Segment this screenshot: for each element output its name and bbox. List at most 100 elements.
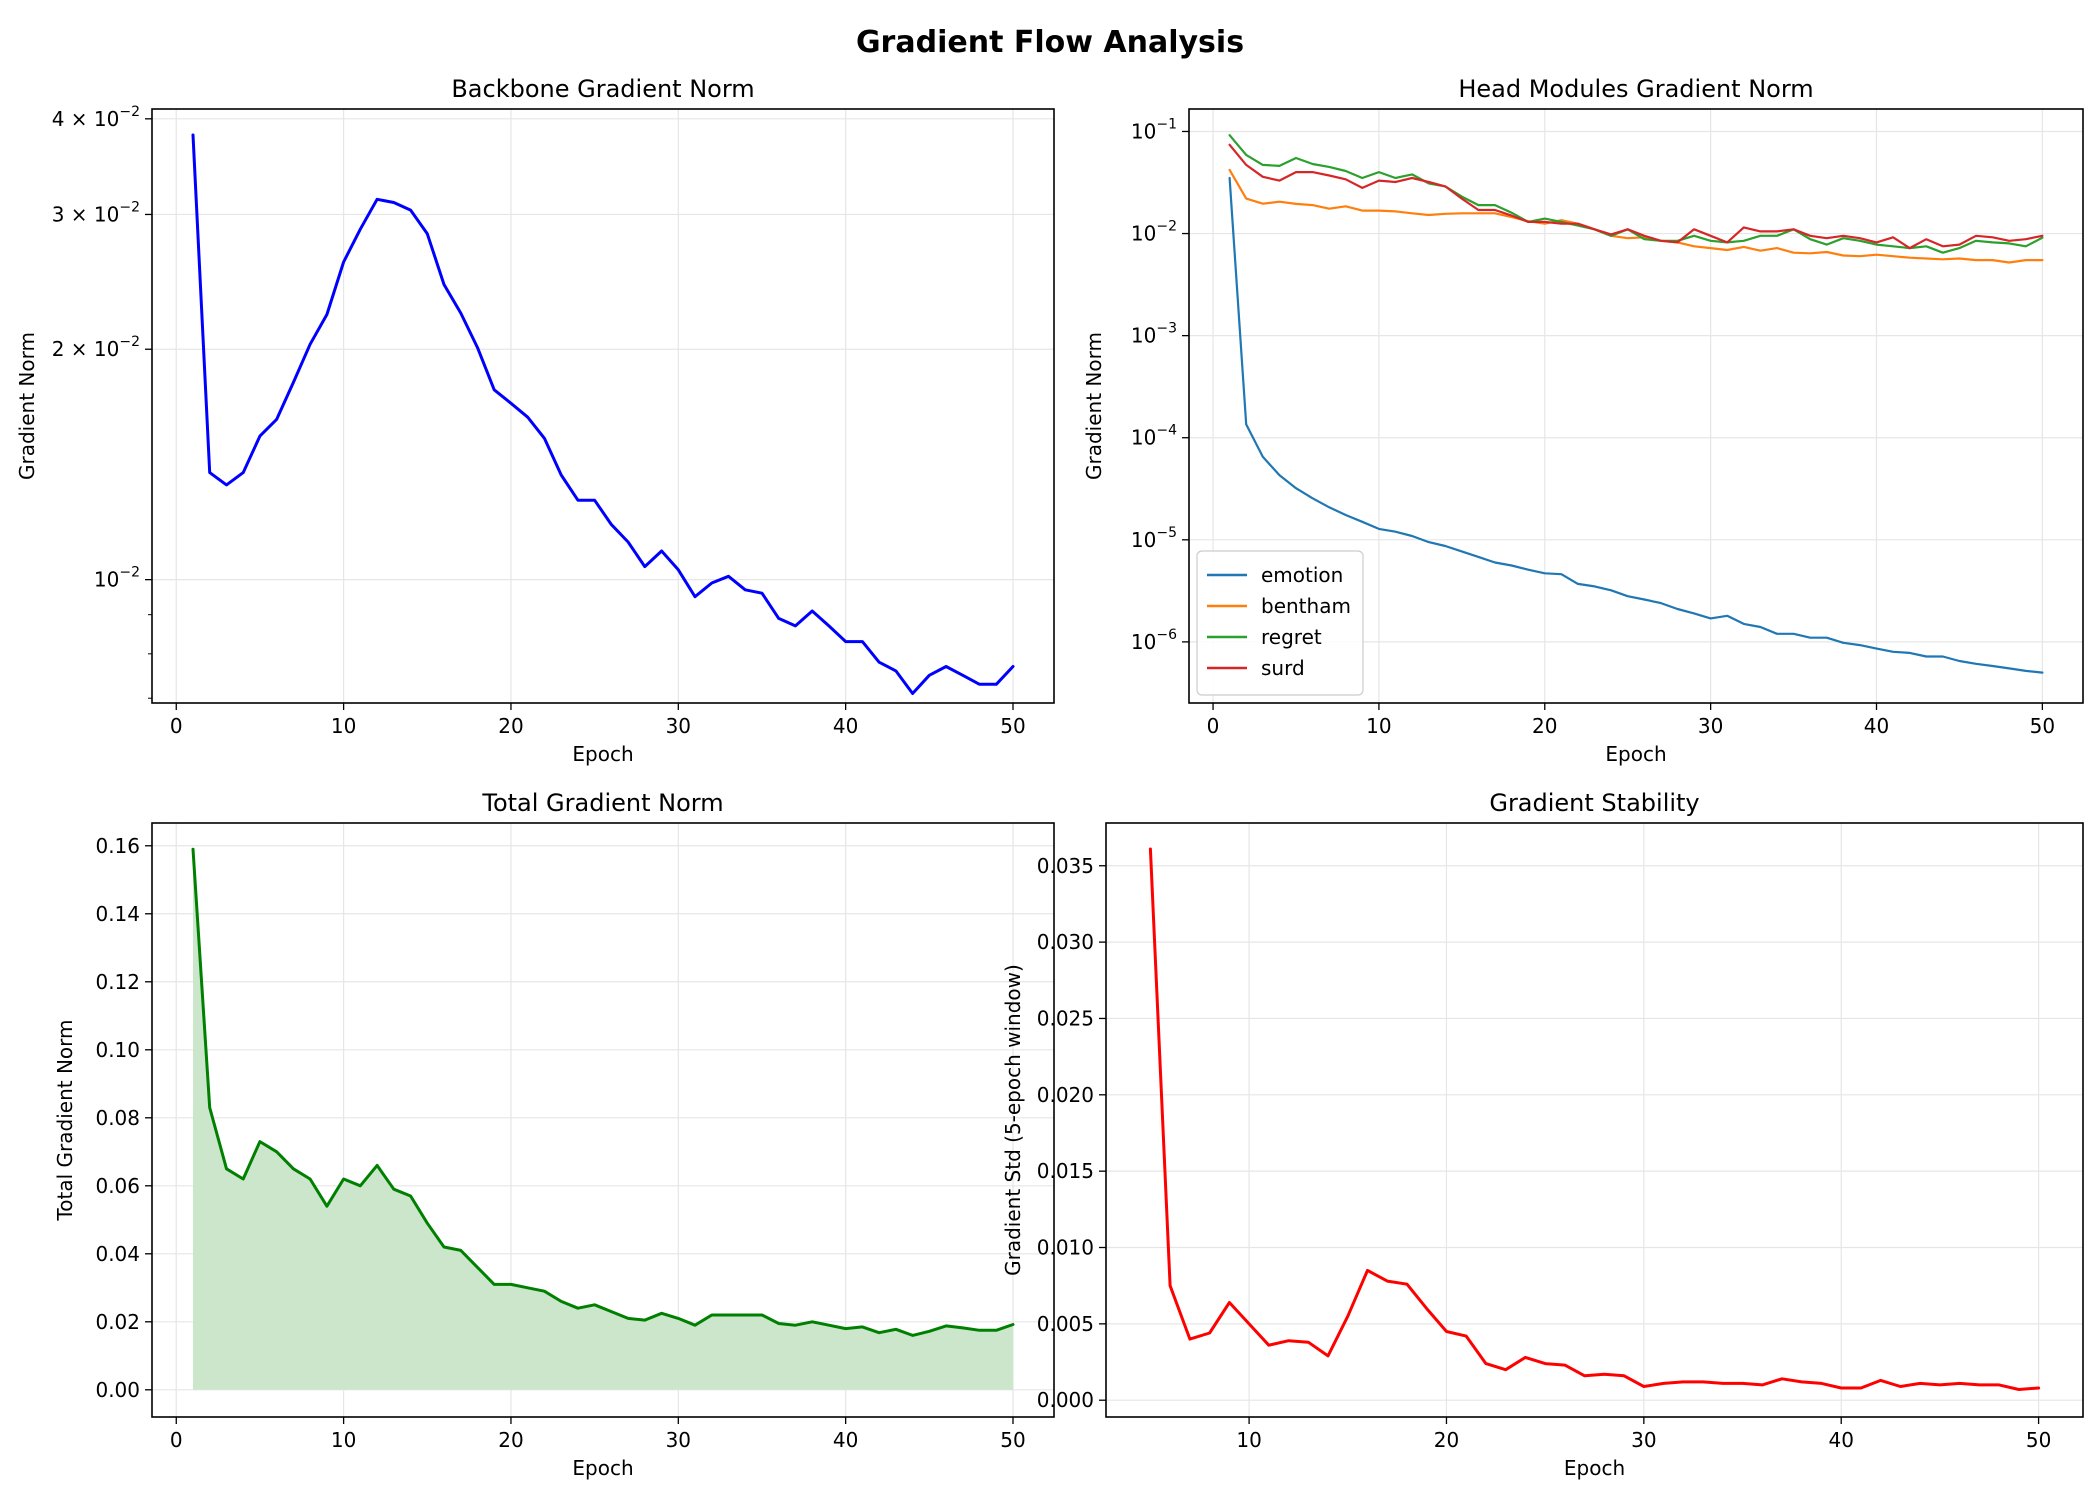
- y-tick-label: 0.02: [95, 1310, 140, 1334]
- series-line: [191, 133, 1015, 695]
- y-axis-label: Gradient Std (5-epoch window): [1001, 964, 1025, 1276]
- y-tick-label: 10−5: [1131, 525, 1177, 552]
- x-tick-label: 0: [1207, 714, 1220, 738]
- y-tick-label: 10−3: [1131, 321, 1177, 348]
- axes-frame: [151, 108, 1055, 704]
- x-axis-label: Epoch: [1605, 742, 1666, 766]
- y-tick-label: 10−4: [1131, 423, 1177, 450]
- y-tick-base: 10: [1131, 324, 1156, 348]
- x-tick-label: 0: [170, 1428, 183, 1452]
- x-tick-label: 30: [666, 1428, 691, 1452]
- y-tick-label: 10−2: [1131, 219, 1177, 246]
- y-tick-label: 10−6: [1131, 627, 1177, 654]
- area-fill: [193, 849, 1013, 1390]
- x-tick-label: 30: [1698, 714, 1723, 738]
- y-tick-label: 0.10: [95, 1038, 140, 1062]
- x-tick-label: 20: [1532, 714, 1557, 738]
- subplot-total: 0 10 20 30 40 50 0.00 0.02 0.04 0.06 0.08 0.10 0.12 0…: [53, 789, 1055, 1480]
- y-axis-label: Gradient Norm: [15, 332, 39, 480]
- y-tick-label: 0.06: [95, 1174, 140, 1198]
- x-axis-label: Epoch: [572, 1456, 633, 1480]
- legend: emotion bentham regret surd: [1196, 550, 1364, 696]
- x-tick-label: 10: [331, 1428, 356, 1452]
- y-tick-label: 0.035: [1037, 854, 1094, 878]
- x-tick-label: 10: [1236, 1428, 1261, 1452]
- y-tick-label: 0.020: [1037, 1083, 1094, 1107]
- subplot-backbone: 0 10 20 30 40 504 × 10−23 × 10−22 × 10−210−2B…: [15, 75, 1055, 766]
- y-tick-exponent: −5: [1156, 525, 1177, 541]
- series-line-regret: [1228, 134, 2044, 254]
- subplot-title: Head Modules Gradient Norm: [1458, 75, 1813, 103]
- x-axis-label: Epoch: [572, 742, 633, 766]
- y-tick-base: 10: [1131, 630, 1156, 654]
- y-tick-label: 0.04: [95, 1242, 140, 1266]
- y-tick-exponent: −2: [1156, 219, 1177, 235]
- y-tick-label: 4 × 10−2: [52, 104, 140, 131]
- x-tick-label: 20: [498, 714, 523, 738]
- series-line-bentham: [1228, 168, 2044, 264]
- y-tick-label: 0.16: [95, 834, 140, 858]
- axes-frame: [1188, 108, 2084, 704]
- y-tick-label: 2 × 10−2: [52, 334, 140, 361]
- x-tick-label: 40: [833, 714, 858, 738]
- y-tick-base: 10: [1131, 528, 1156, 552]
- x-tick-label: 40: [1828, 1428, 1853, 1452]
- axes-frame: [151, 822, 1055, 1418]
- subplot-stability: 10 20 30 40 50 0.000 0.005 0.010 0.015 0.020 0.025…: [1001, 789, 2084, 1480]
- series-line-emotion: [1228, 176, 2044, 674]
- y-tick-base: 2 × 10: [52, 337, 120, 361]
- legend-label-emotion: emotion: [1261, 563, 1343, 587]
- legend-box: [1196, 550, 1364, 696]
- y-tick-label: 0.030: [1037, 930, 1094, 954]
- x-tick-label: 30: [1631, 1428, 1656, 1452]
- y-tick-label: 0.00: [95, 1378, 140, 1402]
- y-tick-base: 10: [1131, 222, 1156, 246]
- y-tick-exponent: −6: [1156, 627, 1177, 643]
- y-tick-label: 0.005: [1037, 1312, 1094, 1336]
- x-tick-label: 50: [1000, 714, 1025, 738]
- y-axis-label: Gradient Norm: [1082, 332, 1106, 480]
- y-tick-label: 0.12: [95, 970, 140, 994]
- y-tick-exponent: −3: [1156, 321, 1177, 337]
- series-line-surd: [1228, 143, 2044, 250]
- x-tick-label: 20: [498, 1428, 523, 1452]
- legend-label-surd: surd: [1261, 656, 1305, 680]
- axes-frame: [1105, 822, 2084, 1418]
- x-tick-label: 50: [2030, 714, 2055, 738]
- y-axis-label: Total Gradient Norm: [53, 1019, 77, 1221]
- x-tick-label: 50: [2026, 1428, 2051, 1452]
- x-tick-label: 10: [331, 714, 356, 738]
- series-line: [1148, 847, 2041, 1391]
- y-tick-label: 0.015: [1037, 1159, 1094, 1183]
- x-tick-label: 20: [1434, 1428, 1459, 1452]
- y-tick-base: 4 × 10: [52, 107, 120, 131]
- x-tick-label: 10: [1366, 714, 1391, 738]
- y-tick-exponent: −4: [1156, 423, 1177, 439]
- figure-title: Gradient Flow Analysis: [856, 25, 1244, 60]
- y-tick-exponent: −2: [119, 199, 140, 215]
- x-tick-label: 0: [170, 714, 183, 738]
- y-tick-exponent: −2: [119, 334, 140, 350]
- y-tick-base: 10: [1131, 426, 1156, 450]
- legend-label-regret: regret: [1261, 625, 1322, 649]
- subplot-heads: 0 10 20 30 40 5010−110−210−310−410−510−6Head …: [1082, 75, 2084, 766]
- y-tick-label: 0.010: [1037, 1236, 1094, 1260]
- y-tick-base: 10: [94, 568, 119, 592]
- y-tick-label: 10−2: [94, 565, 140, 592]
- y-tick-label: 0.025: [1037, 1006, 1094, 1030]
- x-axis-label: Epoch: [1564, 1456, 1625, 1480]
- y-tick-base: 10: [1131, 119, 1156, 143]
- x-tick-label: 40: [1864, 714, 1889, 738]
- subplot-title: Total Gradient Norm: [481, 789, 723, 817]
- x-tick-label: 30: [666, 714, 691, 738]
- y-tick-label: 0.000: [1037, 1388, 1094, 1412]
- subplot-title: Gradient Stability: [1489, 789, 1699, 817]
- y-tick-exponent: −2: [119, 565, 140, 581]
- y-tick-exponent: −1: [1156, 116, 1177, 132]
- series-line: [191, 847, 1015, 1337]
- y-tick-base: 3 × 10: [52, 202, 120, 226]
- y-tick-label: 0.14: [95, 902, 140, 926]
- y-tick-label: 10−1: [1131, 116, 1177, 143]
- y-tick-exponent: −2: [119, 104, 140, 120]
